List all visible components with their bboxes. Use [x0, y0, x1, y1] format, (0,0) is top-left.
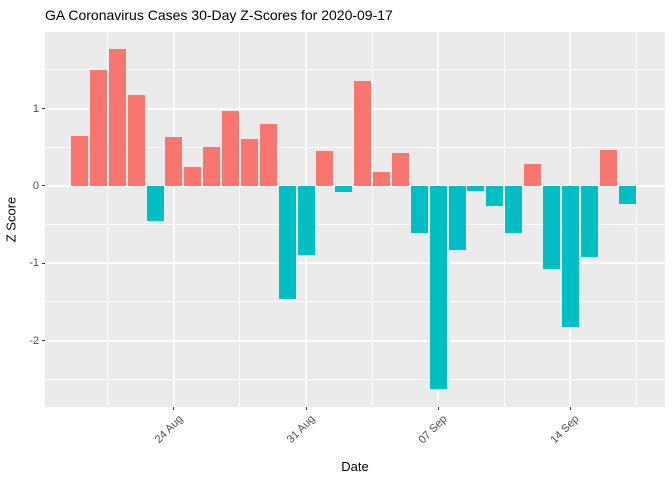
y-tick-mark — [42, 108, 45, 110]
chart-title: GA Coronavirus Cases 30-Day Z-Scores for… — [45, 7, 393, 23]
y-tick-label: -2 — [29, 334, 39, 347]
y-minor-gridline — [45, 224, 665, 226]
y-major-gridline — [45, 262, 665, 265]
bar-2020-09-07 — [429, 185, 447, 390]
y-minor-gridline — [45, 378, 665, 380]
bar-2020-09-04 — [373, 171, 391, 186]
bar-2020-09-15 — [580, 185, 598, 257]
x-tick-label: 24 Aug — [152, 413, 186, 446]
bar-2020-08-28 — [240, 138, 258, 186]
bar-2020-08-24 — [165, 137, 183, 186]
bar-2020-09-06 — [410, 185, 428, 234]
x-minor-gridline — [107, 32, 109, 407]
bar-2020-09-05 — [391, 153, 409, 186]
bar-2020-09-10 — [486, 185, 504, 206]
bar-2020-08-26 — [203, 147, 221, 186]
x-minor-gridline — [503, 32, 505, 407]
y-tick-mark — [42, 185, 45, 187]
x-tick-mark — [437, 407, 439, 410]
y-tick-label: 1 — [32, 102, 39, 115]
x-major-gridline — [172, 32, 175, 407]
x-minor-gridline — [635, 32, 637, 407]
bar-2020-09-11 — [505, 185, 523, 234]
x-tick-label: 07 Sep — [416, 413, 450, 447]
bar-2020-09-12 — [524, 164, 542, 186]
bar-2020-09-09 — [467, 185, 485, 192]
y-major-gridline — [45, 339, 665, 342]
x-tick-mark — [173, 407, 175, 410]
bar-2020-08-23 — [146, 185, 164, 222]
x-axis-title: Date — [341, 459, 369, 474]
bar-2020-09-13 — [543, 185, 560, 270]
bar-2020-08-25 — [184, 166, 202, 186]
bar-2020-09-16 — [599, 149, 617, 186]
bar-2020-08-31 — [297, 185, 315, 256]
y-minor-gridline — [45, 69, 665, 71]
y-minor-gridline — [45, 301, 665, 303]
x-tick-mark — [569, 407, 571, 410]
bar-2020-09-17 — [618, 185, 636, 205]
bar-2020-09-08 — [448, 185, 466, 251]
bar-2020-08-27 — [222, 110, 240, 186]
y-tick-mark — [42, 262, 45, 264]
bar-2020-09-02 — [335, 185, 353, 193]
bar-2020-08-22 — [127, 94, 145, 186]
bar-2020-09-01 — [316, 151, 334, 186]
x-minor-gridline — [371, 32, 373, 407]
bar-2020-08-21 — [108, 49, 126, 186]
bar-2020-09-03 — [354, 81, 372, 186]
x-minor-gridline — [239, 32, 241, 407]
bar-2020-09-14 — [561, 185, 579, 328]
bar-2020-08-19 — [71, 136, 88, 186]
bar-2020-08-30 — [278, 185, 296, 299]
x-tick-label: 14 Sep — [548, 413, 582, 447]
bar-2020-08-20 — [89, 69, 107, 186]
y-major-gridline — [45, 184, 665, 187]
bar-2020-08-29 — [259, 124, 277, 186]
plot-panel — [45, 32, 665, 407]
x-tick-mark — [305, 407, 307, 410]
y-tick-label: -1 — [29, 257, 39, 270]
y-tick-mark — [42, 340, 45, 341]
y-tick-label: 0 — [32, 179, 39, 192]
